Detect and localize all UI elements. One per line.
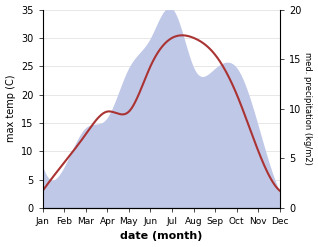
Y-axis label: max temp (C): max temp (C) xyxy=(5,75,16,143)
X-axis label: date (month): date (month) xyxy=(120,231,203,242)
Y-axis label: med. precipitation (kg/m2): med. precipitation (kg/m2) xyxy=(303,52,313,165)
